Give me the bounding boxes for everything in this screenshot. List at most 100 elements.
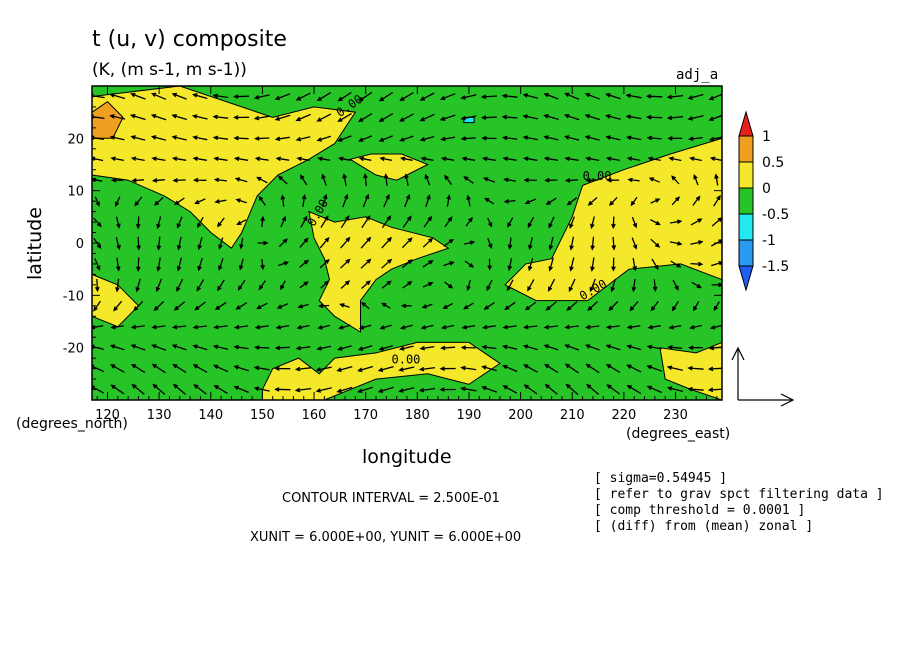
- wind-vector: [611, 236, 617, 251]
- wind-vector: [422, 282, 434, 288]
- wind-vector: [340, 236, 351, 249]
- wind-vector: [378, 113, 394, 122]
- wind-vector: [501, 114, 518, 120]
- x-tick-label: 130: [147, 408, 172, 423]
- colorbar-segment: [738, 110, 754, 137]
- colorbar-segment: [738, 239, 754, 267]
- wind-vector: [691, 281, 703, 289]
- wind-vector: [133, 300, 144, 312]
- wind-vector: [280, 194, 286, 207]
- wind-vector: [218, 258, 224, 271]
- colorbar-segment: [738, 135, 754, 163]
- wind-vector: [630, 196, 638, 207]
- wind-vector: [422, 237, 434, 248]
- wind-vector: [587, 197, 598, 206]
- wind-vector: [235, 198, 247, 204]
- wind-vector: [605, 344, 621, 351]
- wind-vector: [439, 114, 456, 121]
- wind-vector: [171, 344, 187, 351]
- wind-vector: [444, 281, 454, 289]
- wind-vector: [134, 196, 143, 207]
- wind-vector: [440, 345, 456, 351]
- wind-vector: [666, 94, 684, 100]
- wind-vector: [377, 365, 394, 372]
- wind-vector: [276, 303, 289, 309]
- wind-vector: [360, 301, 370, 310]
- wind-vector: [605, 364, 621, 373]
- wind-vector: [236, 219, 247, 225]
- wind-vector: [527, 279, 535, 292]
- wind-vector: [337, 91, 352, 102]
- wind-vector: [275, 156, 290, 162]
- wind-vector: [440, 136, 456, 142]
- wind-vector: [156, 257, 161, 272]
- wind-vector: [566, 197, 578, 206]
- wind-vector: [192, 324, 207, 330]
- wind-vector: [171, 324, 187, 330]
- wind-vector: [357, 365, 374, 373]
- wind-vector: [172, 363, 187, 374]
- wind-vector: [463, 240, 476, 245]
- wind-vector: [115, 216, 121, 229]
- wind-vector: [481, 344, 497, 350]
- wind-vector: [671, 196, 681, 206]
- wind-vector: [668, 156, 682, 162]
- wind-vector: [337, 135, 352, 142]
- wind-vector: [294, 366, 312, 372]
- wind-vector: [316, 345, 332, 351]
- wind-vector: [605, 156, 620, 162]
- wind-vector: [400, 303, 412, 309]
- wind-vector: [687, 386, 704, 392]
- wind-vector: [463, 176, 474, 184]
- wind-vector: [647, 324, 661, 330]
- field-region-0_to_0.5-1: [92, 273, 140, 328]
- wind-vector: [605, 324, 620, 330]
- wind-vector: [357, 345, 373, 351]
- wind-vector: [421, 303, 433, 309]
- wind-vector: [626, 135, 642, 141]
- wind-vector: [487, 258, 492, 271]
- wind-vector: [419, 135, 435, 142]
- wind-vector: [381, 236, 393, 249]
- colorbar: 1 0.5 0 -0.5 -1 -1.5: [738, 110, 789, 292]
- wind-vector: [669, 219, 683, 225]
- wind-vector: [336, 365, 353, 372]
- wind-vector: [274, 93, 291, 101]
- wind-vector: [153, 301, 165, 312]
- wind-vector: [109, 135, 125, 141]
- wind-vector: [547, 278, 556, 292]
- wind-vector: [320, 215, 329, 228]
- y-tick-label: -20: [63, 342, 84, 357]
- wind-vector: [502, 156, 517, 162]
- wind-vector: [465, 216, 473, 227]
- wind-vector: [377, 386, 394, 393]
- wind-vector: [461, 156, 476, 162]
- y-axis-ticks: 20 10 0 -10 -20: [63, 95, 722, 391]
- plot-area: [92, 86, 722, 400]
- wind-vector: [253, 115, 270, 121]
- wind-vector: [625, 114, 642, 120]
- wind-vector: [608, 301, 619, 312]
- wind-vector: [631, 237, 638, 250]
- wind-vector: [171, 92, 187, 100]
- wind-vector: [605, 114, 621, 120]
- wind-vector: [523, 384, 538, 395]
- wind-vector: [115, 257, 121, 272]
- wind-vector: [507, 237, 513, 250]
- wind-vector: [420, 324, 434, 330]
- wind-vector: [361, 215, 371, 229]
- wind-vector: [317, 324, 331, 330]
- wind-vector: [666, 115, 683, 121]
- wind-vector: [254, 345, 270, 350]
- wind-vector: [464, 260, 475, 268]
- wind-vector: [481, 156, 496, 162]
- wind-vector: [196, 279, 205, 292]
- y-tick-label: -10: [63, 289, 84, 304]
- wind-vectors: [92, 91, 722, 395]
- wind-vector: [501, 135, 518, 141]
- wind-vector: [398, 366, 415, 372]
- wind-vector: [460, 365, 477, 371]
- colorbar-segment: [738, 213, 754, 241]
- wind-vector: [439, 387, 456, 392]
- wind-vector: [548, 236, 554, 251]
